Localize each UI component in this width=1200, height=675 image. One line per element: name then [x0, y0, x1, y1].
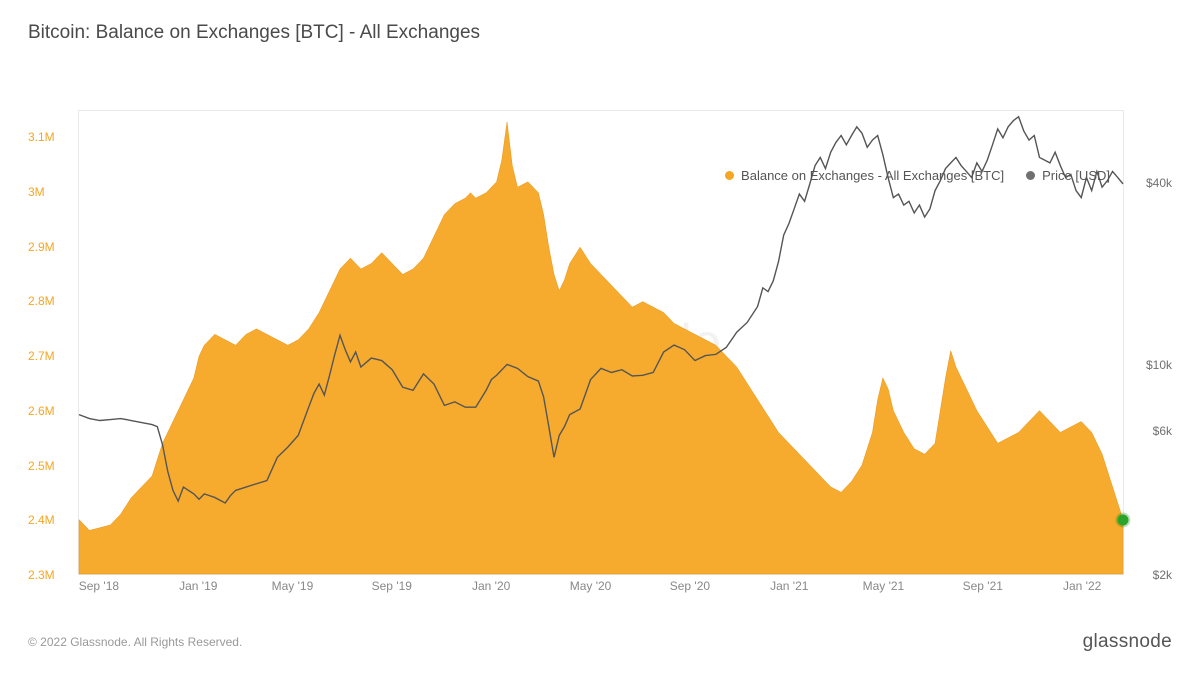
y-left-tick: 2.7M — [28, 349, 78, 363]
x-tick: May '21 — [863, 579, 905, 593]
y-left-tick: 2.9M — [28, 240, 78, 254]
x-tick: Jan '21 — [770, 579, 808, 593]
y-axis-left: 2.3M2.4M2.5M2.6M2.7M2.8M2.9M3M3.1M — [28, 110, 78, 575]
x-tick: May '20 — [570, 579, 612, 593]
plot-area: glassnode — [78, 110, 1124, 575]
footer: © 2022 Glassnode. All Rights Reserved. g… — [28, 631, 1172, 653]
y-left-tick: 2.8M — [28, 294, 78, 308]
y-right-tick: $2k — [1122, 568, 1172, 582]
x-tick: Jan '20 — [472, 579, 510, 593]
x-axis: Sep '18 Jan '19 May '19 Sep '19 Jan '20 May '… — [78, 579, 1124, 597]
brand-logo: glassnode — [1083, 631, 1172, 653]
x-tick: Jan '22 — [1063, 579, 1101, 593]
y-left-tick: 2.4M — [28, 513, 78, 527]
y-right-tick: $40k — [1122, 176, 1172, 190]
x-tick: Sep '21 — [963, 579, 1003, 593]
y-left-tick: 3M — [28, 185, 78, 199]
x-tick: Sep '18 — [79, 579, 119, 593]
end-marker-dot — [1118, 514, 1129, 525]
chart-container: Balance on Exchanges - All Exchanges [BT… — [28, 80, 1172, 605]
y-left-tick: 3.1M — [28, 130, 78, 144]
y-right-tick: $6k — [1122, 424, 1172, 438]
y-left-tick: 2.6M — [28, 404, 78, 418]
x-tick: Jan '19 — [179, 579, 217, 593]
x-tick: Sep '20 — [670, 579, 710, 593]
y-left-tick: 2.3M — [28, 568, 78, 582]
y-right-tick: $10k — [1122, 358, 1172, 372]
chart-title: Bitcoin: Balance on Exchanges [BTC] - Al… — [28, 22, 480, 44]
copyright: © 2022 Glassnode. All Rights Reserved. — [28, 635, 242, 649]
x-tick: May '19 — [272, 579, 314, 593]
y-left-tick: 2.5M — [28, 459, 78, 473]
y-axis-right: $2k$6k$10k$40k — [1122, 110, 1172, 575]
price-line — [79, 111, 1123, 574]
x-tick: Sep '19 — [372, 579, 412, 593]
